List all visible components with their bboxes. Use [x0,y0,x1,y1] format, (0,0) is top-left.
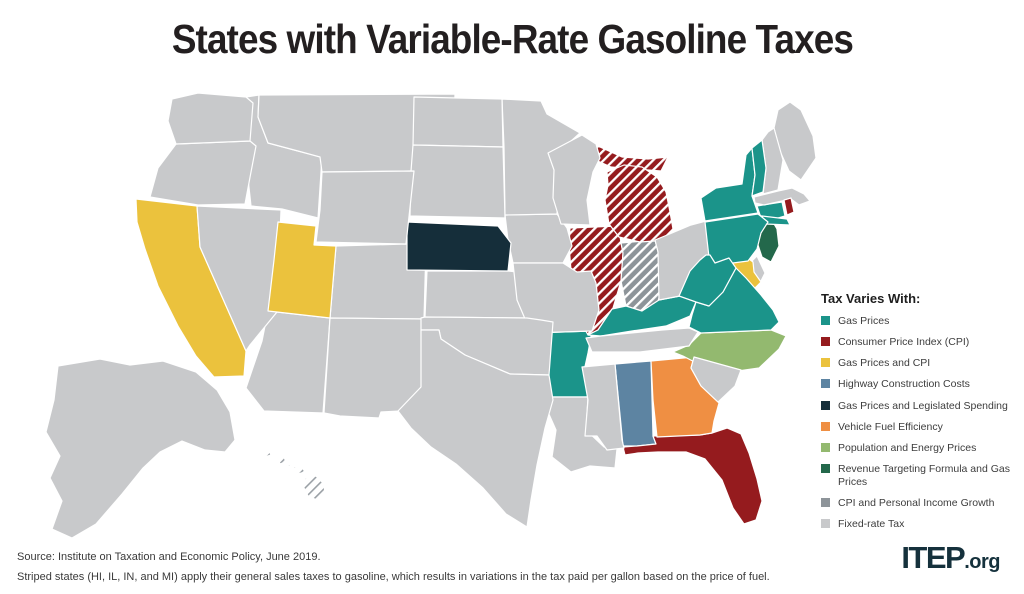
legend-swatch [821,400,830,410]
itep-logo-suffix: .org [964,551,1000,573]
legend-swatch [821,463,830,473]
source-text: Source: Institute on Taxation and Econom… [17,551,321,563]
state-VT [751,139,767,197]
legend-label: Highway Construction Costs [838,378,970,391]
legend-item: Gas Prices and CPI [821,357,1017,370]
state-NV [196,205,282,352]
footnote-text: Striped states (HI, IL, IN, and MI) appl… [17,571,770,584]
state-KS [424,270,529,319]
legend-swatch [821,498,830,508]
source-block: Source: Institute on Taxation and Econom… [17,547,770,588]
state-HI [302,475,326,501]
legend-item: Vehicle Fuel Efficiency [821,421,1017,434]
legend-swatch [821,421,830,431]
legend-label: Revenue Targeting Formula and Gas Prices [838,462,1010,488]
legend-item: Consumer Price Index (CPI) [821,336,1017,349]
legend-swatch [821,379,830,389]
state-AK [45,358,236,539]
state-TX [397,329,554,528]
legend-label: Vehicle Fuel Efficiency [838,420,943,433]
legend-item: Fixed-rate Tax [821,518,1017,531]
itep-logo-text: ITEP [901,540,965,575]
legend-swatch [821,442,830,452]
legend-swatch [821,358,830,368]
state-HI [287,462,297,471]
state-OR [149,140,257,206]
legend-item: Gas Prices [821,315,1017,328]
state-ME [773,101,817,181]
legend-label: CPI and Personal Income Growth [838,497,995,510]
state-NY [700,147,759,222]
legend-item: CPI and Personal Income Growth [821,497,1017,510]
legend-label: Population and Energy Prices [838,441,977,454]
legend-items: Gas Prices Consumer Price Index (CPI) Gas … [821,315,1017,531]
state-SC [690,356,742,403]
state-WI [547,134,601,226]
itep-logo: ITEP.org [901,540,1000,576]
legend-label: Fixed-rate Tax [838,518,905,531]
state-RI [783,197,795,216]
state-MI [604,164,674,243]
state-WV [678,254,737,307]
state-MA [753,187,811,206]
legend: Tax Varies With: Gas Prices Consumer Pric… [821,291,1017,539]
legend-label: Gas Prices and Legislated Spending [838,399,1008,412]
legend-swatch [821,337,830,347]
title-area: States with Variable-Rate Gasoline Taxes [0,16,1024,63]
legend-title: Tax Varies With: [821,291,921,306]
legend-item: Revenue Targeting Formula and Gas Prices [821,463,1017,489]
page-title: States with Variable-Rate Gasoline Taxes [171,16,853,62]
legend-swatch [821,519,830,529]
legend-label: Consumer Price Index (CPI) [838,336,970,349]
legend-item: Population and Energy Prices [821,442,1017,455]
state-ND [412,96,504,148]
state-SD [409,144,506,219]
legend-label: Gas Prices and CPI [838,357,931,370]
state-UT [267,221,337,319]
state-MS [581,363,625,451]
state-WY [315,170,415,245]
state-HI [295,466,306,475]
legend-item: Highway Construction Costs [821,378,1017,391]
legend-swatch [821,316,830,325]
state-WA [167,92,254,145]
state-MO [512,262,600,334]
state-HI [277,456,287,465]
state-HI [262,449,272,458]
state-NE [406,221,512,272]
legend-item: Gas Prices and Legislated Spending [821,400,1017,413]
state-IN [620,239,661,312]
legend-label: Gas Prices [838,315,890,327]
